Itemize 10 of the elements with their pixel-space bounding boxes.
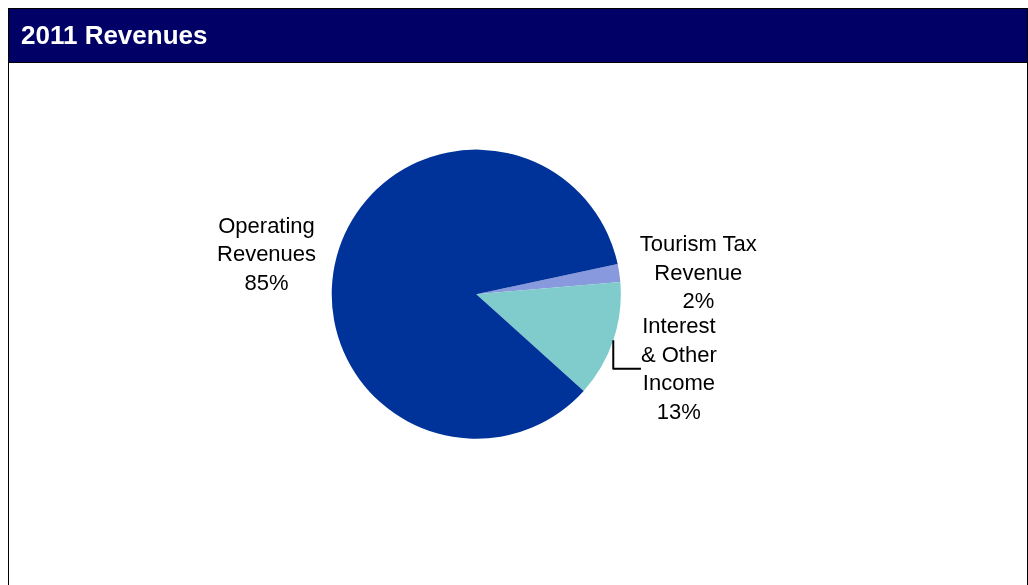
slice-label: Interest & Other Income bbox=[640, 313, 717, 396]
chart-title: 2011 Revenues bbox=[9, 9, 1027, 63]
data-label: 13% bbox=[656, 399, 701, 425]
pie-slice bbox=[476, 264, 621, 295]
pie-slice bbox=[331, 149, 618, 439]
slice-label: Tourism Tax Revenue bbox=[639, 231, 757, 285]
data-label: 2% bbox=[682, 288, 715, 314]
data-label: 85% bbox=[244, 270, 289, 296]
slice-label: Operating Revenues bbox=[217, 212, 317, 267]
pie-slice bbox=[476, 282, 621, 391]
